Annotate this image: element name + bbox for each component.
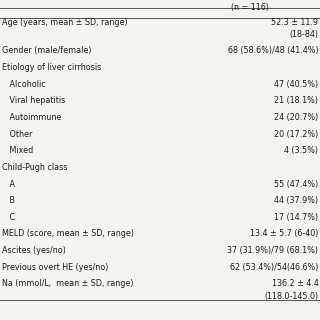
- Text: Ascites (yes/no): Ascites (yes/no): [2, 246, 66, 255]
- Text: Child-Pugh class: Child-Pugh class: [2, 163, 67, 172]
- Text: MELD (score, mean ± SD, range): MELD (score, mean ± SD, range): [2, 229, 134, 238]
- Text: Etiology of liver cirrhosis: Etiology of liver cirrhosis: [2, 63, 101, 72]
- Text: 13.4 ± 5.7 (6-40): 13.4 ± 5.7 (6-40): [250, 229, 318, 238]
- Text: B: B: [2, 196, 15, 205]
- Text: Other: Other: [2, 130, 32, 139]
- Text: 52.3 ± 11.9: 52.3 ± 11.9: [271, 18, 318, 27]
- Text: A: A: [2, 180, 15, 188]
- Text: 55 (47.4%): 55 (47.4%): [274, 180, 318, 188]
- Text: 4 (3.5%): 4 (3.5%): [284, 146, 318, 155]
- Text: Age (years, mean ± SD, range): Age (years, mean ± SD, range): [2, 18, 127, 27]
- Text: Na (mmol/L,  mean ± SD, range): Na (mmol/L, mean ± SD, range): [2, 279, 133, 288]
- Text: Alcoholic: Alcoholic: [2, 80, 45, 89]
- Text: 44 (37.9%): 44 (37.9%): [274, 196, 318, 205]
- Text: (118.0-145.0): (118.0-145.0): [264, 292, 318, 300]
- Text: Mixed: Mixed: [2, 146, 33, 155]
- Text: 47 (40.5%): 47 (40.5%): [274, 80, 318, 89]
- Text: Previous overt HE (yes/no): Previous overt HE (yes/no): [2, 263, 108, 272]
- Text: 20 (17.2%): 20 (17.2%): [274, 130, 318, 139]
- Text: 68 (58.6%)/48 (41.4%): 68 (58.6%)/48 (41.4%): [228, 46, 318, 55]
- Text: (18-84): (18-84): [289, 30, 318, 39]
- Text: 62 (53.4%)/54(46.6%): 62 (53.4%)/54(46.6%): [230, 263, 318, 272]
- Text: 37 (31.9%)/79 (68.1%): 37 (31.9%)/79 (68.1%): [228, 246, 318, 255]
- Text: (n = 116): (n = 116): [231, 3, 268, 12]
- Text: 17 (14.7%): 17 (14.7%): [274, 213, 318, 222]
- Text: Autoimmune: Autoimmune: [2, 113, 61, 122]
- Text: 21 (18.1%): 21 (18.1%): [274, 96, 318, 105]
- Text: Gender (male/female): Gender (male/female): [2, 46, 91, 55]
- Text: 24 (20.7%): 24 (20.7%): [274, 113, 318, 122]
- Text: Viral hepatitis: Viral hepatitis: [2, 96, 65, 105]
- Text: 136.2 ± 4.4: 136.2 ± 4.4: [272, 279, 318, 288]
- Text: C: C: [2, 213, 15, 222]
